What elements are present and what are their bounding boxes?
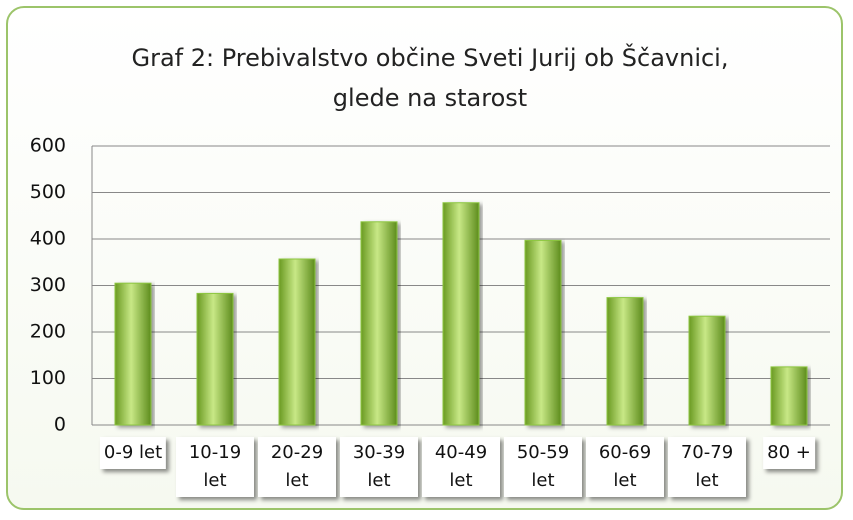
chart-title: Graf 2: Prebivalstvo občine Sveti Jurij … bbox=[131, 44, 729, 112]
y-tick-label: 300 bbox=[30, 274, 66, 296]
bar bbox=[524, 239, 562, 426]
x-tick-label: 40-49 let bbox=[422, 437, 500, 497]
x-tick-label: 20-29 let bbox=[258, 437, 336, 497]
bar bbox=[688, 315, 726, 426]
bar bbox=[770, 366, 808, 426]
y-tick-label: 200 bbox=[30, 321, 66, 343]
bar bbox=[360, 221, 398, 426]
bar bbox=[114, 282, 152, 426]
bar bbox=[196, 292, 234, 426]
x-tick-label: 50-59 let bbox=[504, 437, 582, 497]
x-tick-label: 80 + bbox=[763, 437, 815, 469]
y-tick-label: 0 bbox=[54, 414, 66, 436]
x-tick-label: 70-79 let bbox=[668, 437, 746, 497]
x-tick-label: 30-39 let bbox=[340, 437, 418, 497]
bar bbox=[442, 202, 480, 426]
x-tick-label: 60-69 let bbox=[586, 437, 664, 497]
y-tick-label: 600 bbox=[30, 135, 66, 157]
bar bbox=[606, 297, 644, 426]
bar bbox=[278, 258, 316, 426]
x-tick-label: 0-9 let bbox=[99, 437, 167, 469]
chart-frame bbox=[6, 6, 843, 510]
x-tick-label: 10-19 let bbox=[176, 437, 254, 497]
y-tick-label: 400 bbox=[30, 228, 66, 250]
y-tick-label: 500 bbox=[30, 181, 66, 203]
y-tick-label: 100 bbox=[30, 367, 66, 389]
